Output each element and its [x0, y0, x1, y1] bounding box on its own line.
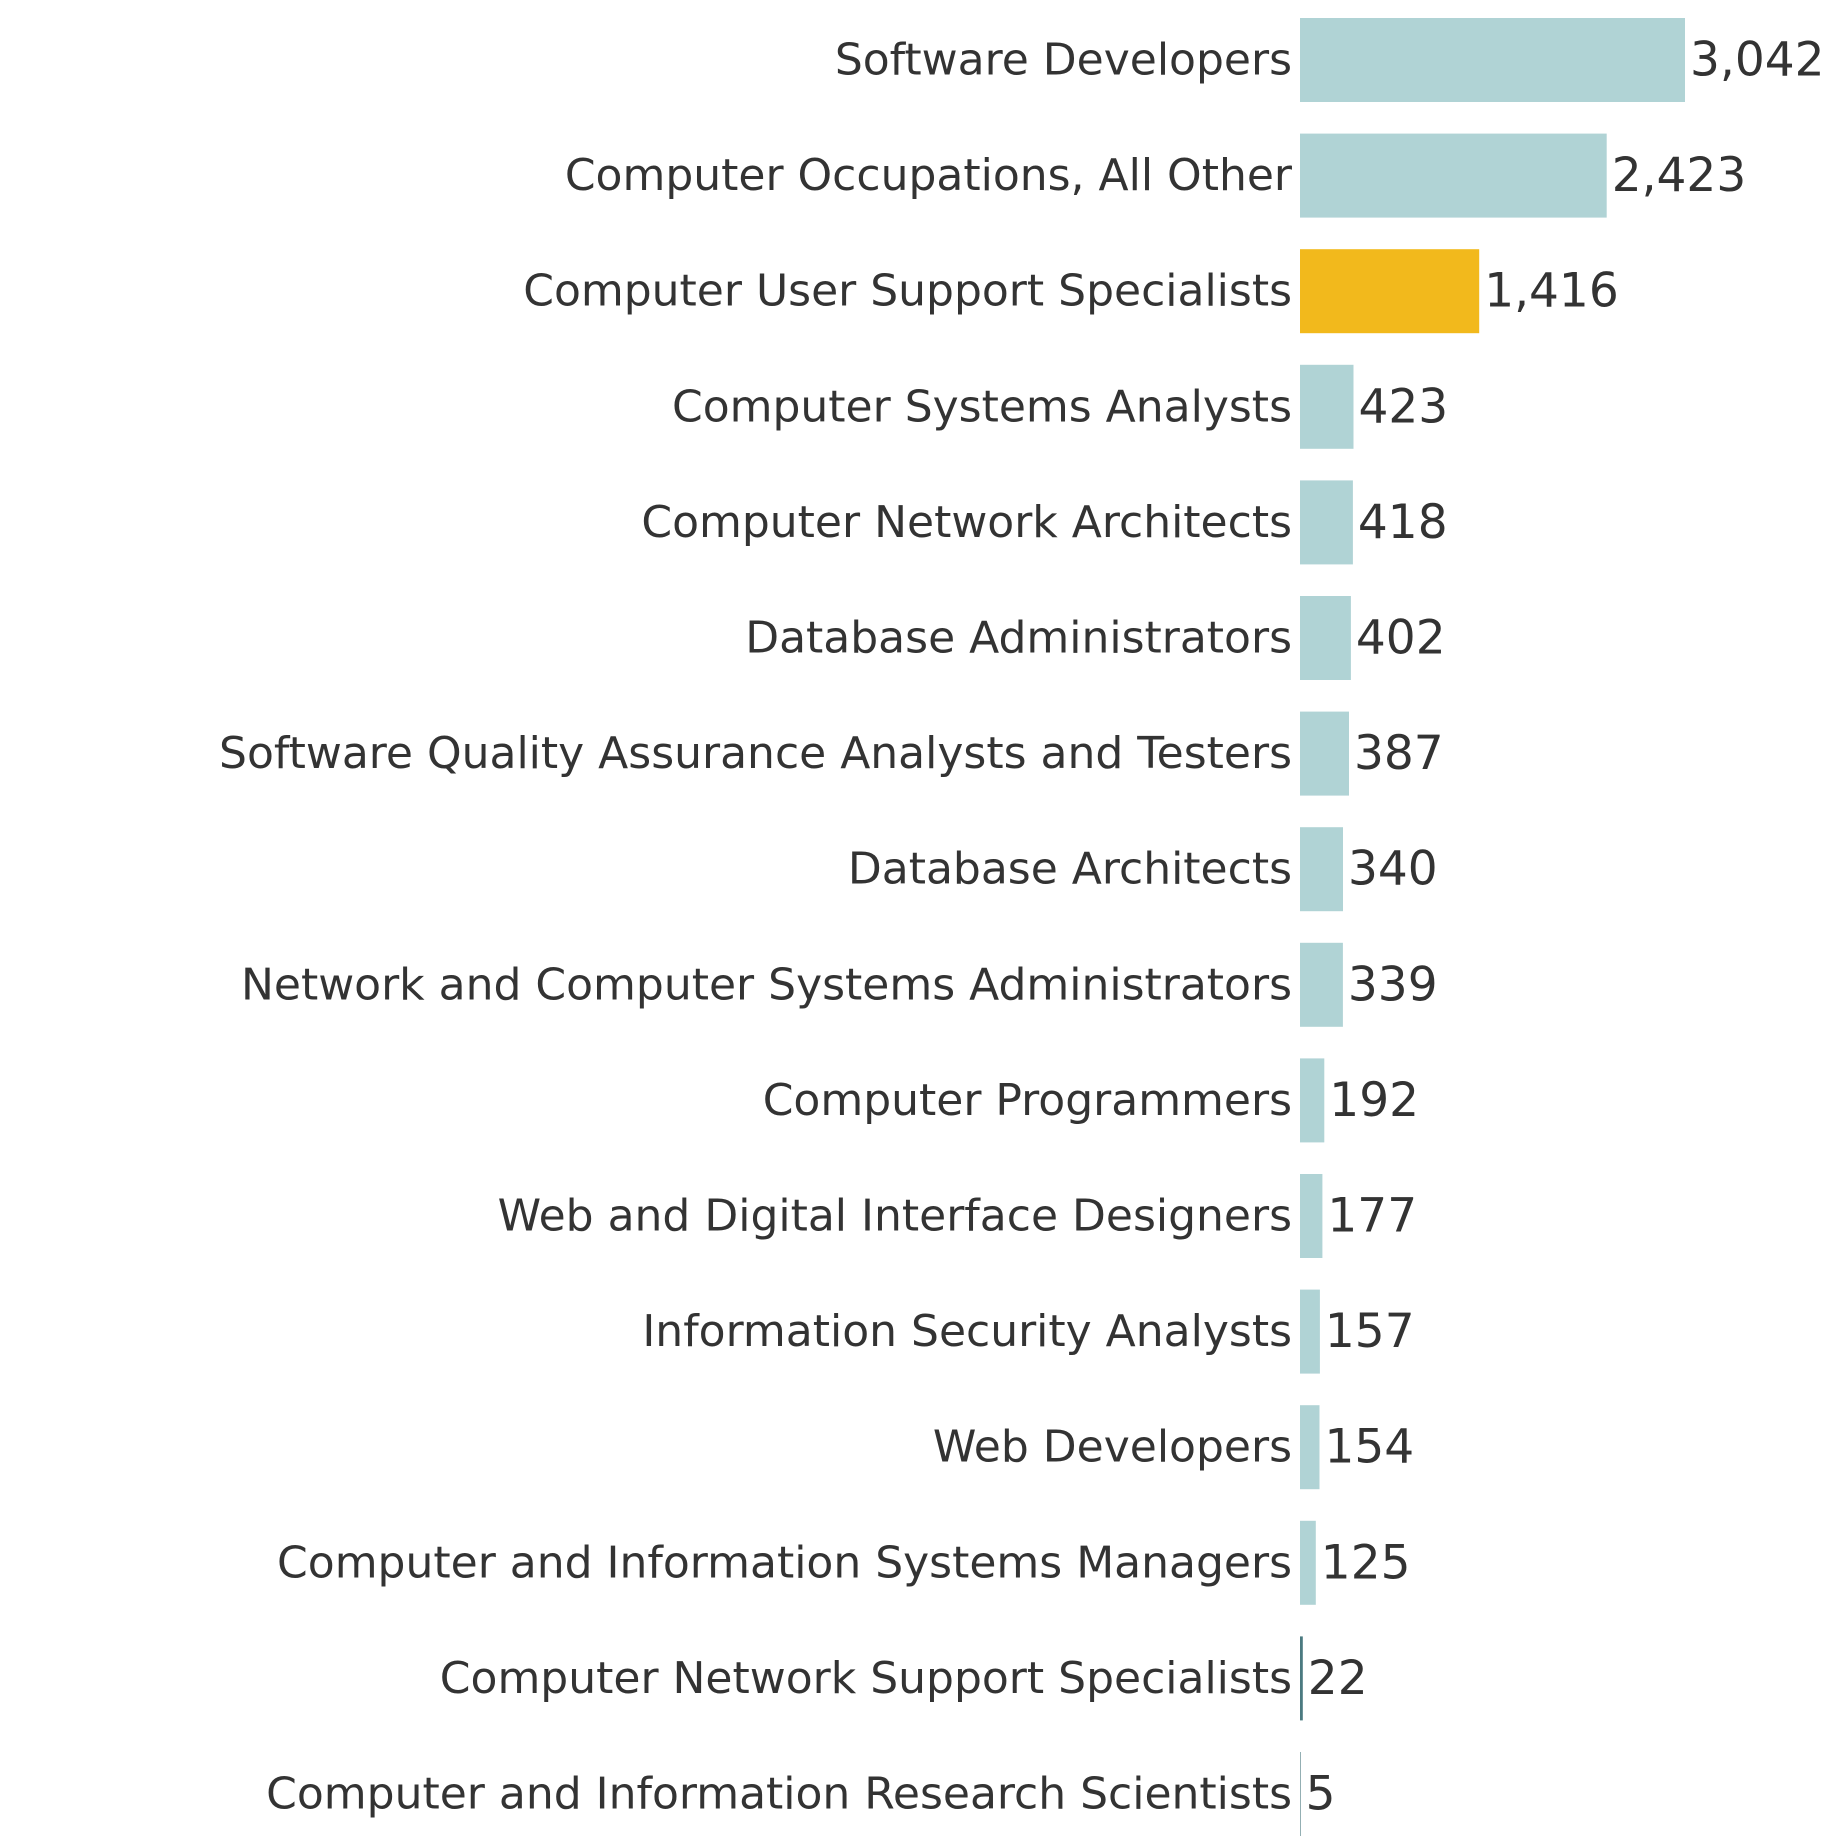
bar — [1300, 480, 1353, 565]
value-label: 340 — [1348, 842, 1438, 897]
value-label: 192 — [1329, 1073, 1419, 1128]
category-label: Computer Network Support Specialists — [440, 1653, 1292, 1704]
value-label: 154 — [1325, 1420, 1415, 1475]
category-label: Computer Network Architects — [641, 497, 1292, 548]
bar — [1300, 18, 1685, 102]
category-label: Network and Computer Systems Administrat… — [241, 959, 1292, 1010]
bar — [1300, 942, 1343, 1027]
category-label: Database Administrators — [745, 613, 1292, 664]
value-label: 125 — [1321, 1535, 1411, 1590]
bar — [1300, 364, 1354, 449]
value-label: 22 — [1308, 1651, 1368, 1706]
bar — [1300, 1289, 1320, 1374]
value-label: 339 — [1348, 957, 1438, 1012]
bar — [1300, 711, 1349, 796]
value-label: 177 — [1327, 1189, 1417, 1244]
value-label: 2,423 — [1612, 148, 1747, 203]
bar — [1300, 1058, 1325, 1143]
bar — [1300, 1520, 1316, 1605]
bar — [1300, 1636, 1303, 1721]
bar — [1300, 1752, 1301, 1836]
category-label: Software Developers — [835, 35, 1292, 86]
value-label: 1,416 — [1484, 264, 1619, 319]
value-label: 402 — [1356, 611, 1446, 666]
bar — [1300, 596, 1351, 680]
bar — [1300, 1174, 1323, 1258]
category-label: Computer and Information Research Scient… — [266, 1769, 1292, 1820]
value-label: 3,042 — [1690, 33, 1825, 88]
value-label: 5 — [1306, 1767, 1336, 1822]
value-label: 157 — [1325, 1304, 1415, 1359]
category-label: Information Security Analysts — [642, 1306, 1292, 1357]
bar — [1300, 827, 1343, 912]
category-label: Software Quality Assurance Analysts and … — [219, 728, 1292, 779]
value-label: 418 — [1358, 495, 1448, 550]
category-label: Web Developers — [933, 1422, 1292, 1473]
category-label: Computer and Information Systems Manager… — [277, 1537, 1292, 1588]
category-label: Database Architects — [848, 844, 1292, 895]
category-label: Web and Digital Interface Designers — [498, 1191, 1292, 1242]
category-label: Computer User Support Specialists — [523, 266, 1292, 317]
bar — [1300, 133, 1607, 218]
value-label: 423 — [1359, 379, 1449, 434]
category-label: Computer Occupations, All Other — [565, 150, 1293, 201]
bar — [1300, 249, 1480, 334]
value-label: 387 — [1354, 726, 1444, 781]
bar — [1300, 1405, 1320, 1490]
category-label: Computer Systems Analysts — [672, 381, 1292, 432]
category-label: Computer Programmers — [763, 1075, 1292, 1126]
